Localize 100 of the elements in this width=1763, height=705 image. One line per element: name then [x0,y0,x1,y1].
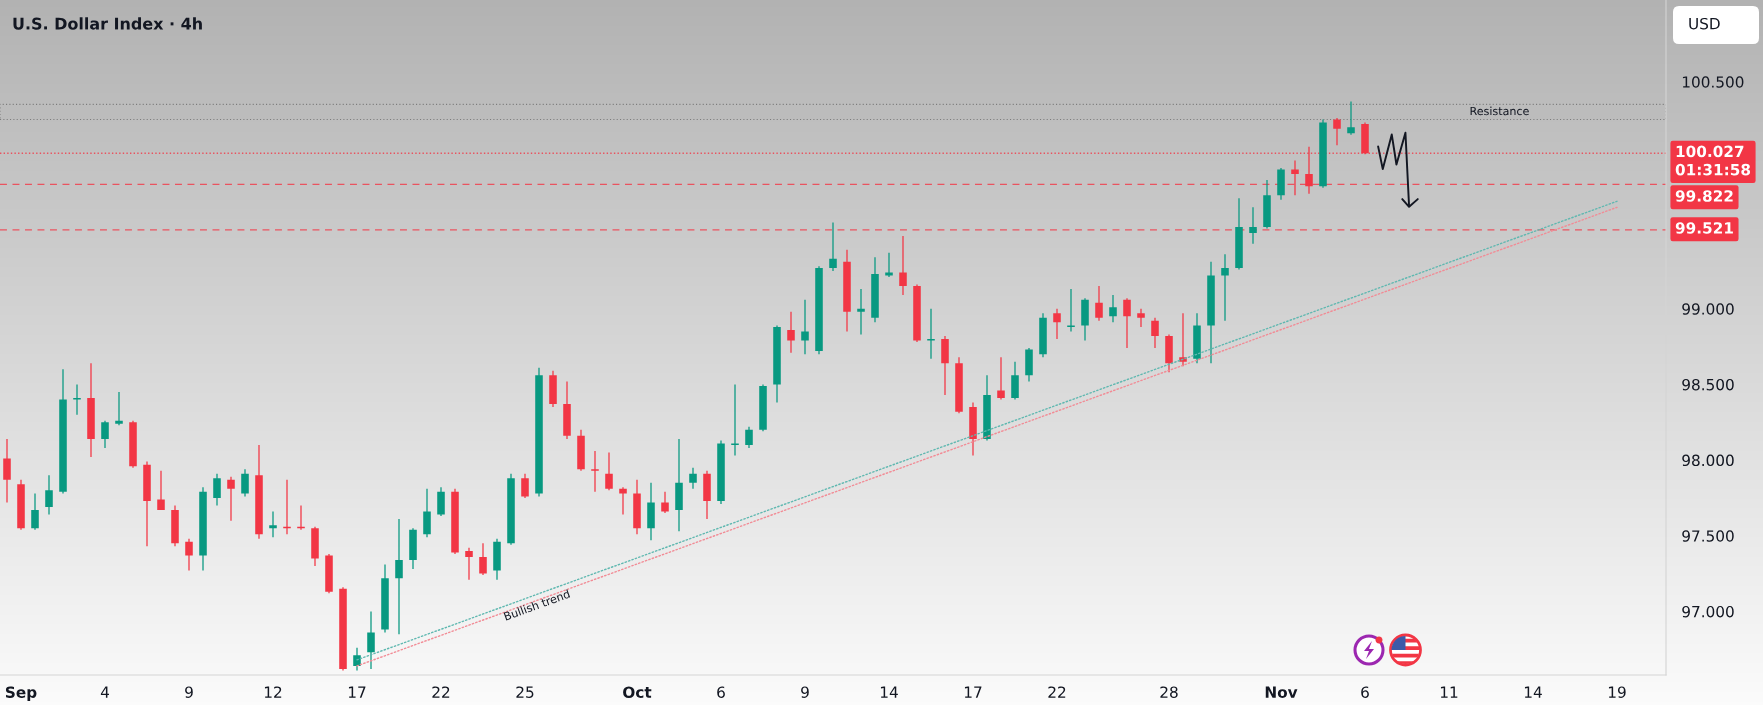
candlestick [31,493,39,530]
x-tick-label: 9 [185,686,193,698]
candlestick [1165,334,1173,373]
candlestick [885,252,893,277]
candlestick [1039,313,1047,358]
x-tick-label: Sep [5,686,37,701]
candlestick [1263,180,1271,229]
candlestick [521,473,529,498]
candlestick [1249,207,1257,244]
candlestick [829,222,837,271]
candlestick [535,367,543,497]
candlestick [549,370,557,408]
candlestick [1123,298,1131,349]
candlestick [675,438,683,532]
candlestick [1319,119,1327,188]
candlestick [185,538,193,571]
x-tick-label: 22 [432,686,450,698]
candlestick [997,357,1005,400]
candlestick [101,420,109,448]
candlestick [1137,308,1145,327]
candlestick [199,487,207,571]
candlestick [3,438,11,503]
candlestick [87,363,95,458]
candlestick [1221,254,1229,321]
candlestick [1179,313,1187,367]
candlestick [773,325,781,403]
ref-line-label: 99.521 [1675,222,1733,234]
candlestick [927,308,935,359]
x-tick-label: 19 [1608,686,1626,698]
candlestick [703,470,711,520]
candlestick [1095,286,1103,321]
ref-line-label: 100.027 01:31:58 [1675,145,1751,176]
candlestick [955,357,963,414]
candlestick [353,647,361,671]
candlestick [493,538,501,580]
candlestick [1151,317,1159,349]
candlestick [213,473,221,506]
band-label: Resistance [1470,106,1529,116]
x-tick-label: 25 [516,686,534,698]
y-tick-label: 97.500 [1682,530,1734,542]
x-tick-label: 4 [100,686,109,698]
candlestick [45,475,53,515]
candlestick [437,487,445,517]
ref-line-label: 99.822 [1675,190,1733,202]
candlestick [605,452,613,491]
candlestick [689,467,697,489]
candlestick [941,335,949,396]
candlestick [731,384,739,456]
candlestick [423,488,431,538]
y-tick-label: 97.000 [1682,605,1734,618]
candlestick [787,311,795,353]
x-tick-label: 22 [1048,686,1066,698]
x-tick-label: 28 [1160,686,1178,698]
text: USD [1689,17,1720,30]
candlestick [59,369,67,494]
x-tick-label: 14 [1524,686,1542,698]
text: U.S. Dollar Index · 4h [13,17,202,30]
candlestick [311,526,319,567]
candlestick [269,511,277,538]
x-tick-label: 12 [264,686,282,698]
candlestick [283,479,291,535]
candlestick [1011,361,1019,400]
x-tick-label: 14 [880,686,898,698]
candlestick [1347,101,1355,135]
x-tick-label: Nov [1265,686,1298,698]
candlestick [479,543,487,576]
candlestick [591,451,599,492]
candlestick [801,299,809,355]
x-tick-label: 11 [1440,686,1458,698]
candlestick [395,519,403,635]
candlestick [1067,289,1075,332]
candlestick [563,381,571,439]
candlestick [17,479,25,530]
candlestick [157,470,165,511]
x-tick-label: 6 [1361,686,1369,698]
candlestick [717,440,725,504]
candlestick [633,479,641,535]
candlestick [241,469,249,497]
x-tick-label: 9 [801,686,809,698]
y-tick-label: 100.500 [1682,76,1744,88]
candlestick [381,564,389,633]
y-tick-label: 98.500 [1682,378,1734,391]
candlestick [1025,348,1033,382]
candlestick [913,284,921,343]
candlestick [507,473,515,545]
x-tick-label: 17 [964,686,982,698]
y-tick-label: 98.000 [1682,454,1734,467]
candlestick [759,384,767,432]
candlestick [171,505,179,547]
candlestick [367,611,375,669]
candlestick [1109,295,1117,323]
candlestick [409,528,417,570]
candlestick [1333,118,1341,146]
candlestick [983,375,991,441]
candlestick [339,587,347,671]
candlestick [451,488,459,554]
candlestick [297,505,305,530]
candlestick [661,491,669,514]
candlestick [227,476,235,521]
candlestick [1081,298,1089,341]
